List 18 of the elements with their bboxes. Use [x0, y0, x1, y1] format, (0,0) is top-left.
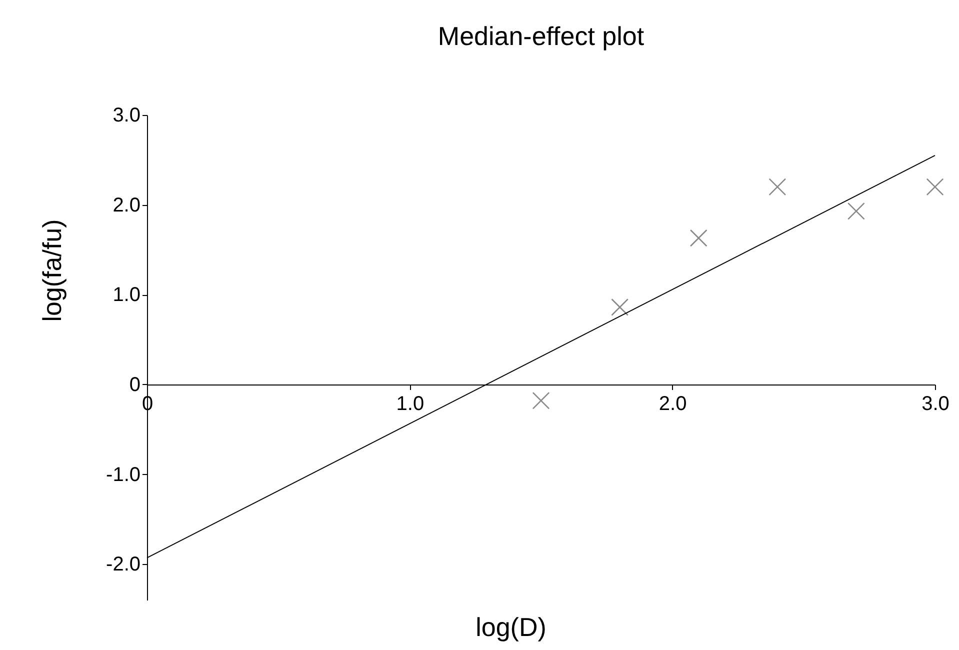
x-axis-title: log(D) — [476, 612, 546, 642]
point — [611, 298, 629, 316]
x-tick-label: 3.0 — [922, 392, 950, 415]
y-tick-label: 2.0 — [112, 194, 140, 216]
y-tick-label: 3.0 — [112, 104, 140, 126]
point — [532, 392, 550, 410]
point — [926, 178, 944, 196]
point — [768, 178, 786, 196]
y-axis-title: log(fa/fu) — [37, 219, 68, 322]
x-tick-label: 2.0 — [658, 392, 687, 415]
point — [847, 202, 865, 220]
y-tick-label: 0 — [129, 374, 140, 396]
y-tick-label: 1.0 — [112, 284, 140, 306]
y-tick-label: -1.0 — [106, 464, 140, 486]
point — [690, 229, 708, 247]
chart-title: Median-effect plot — [438, 21, 645, 51]
y-tick-label: -2.0 — [106, 554, 140, 576]
x-tick-label: 1.0 — [396, 392, 424, 415]
